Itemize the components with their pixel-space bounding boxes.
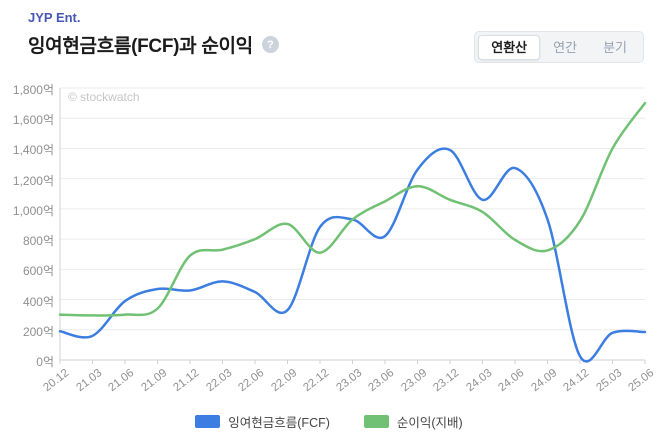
y-axis-tick-label: 800억 [22, 234, 54, 249]
tab-annualized[interactable]: 연환산 [478, 34, 541, 60]
y-axis-tick-label: 200억 [22, 324, 54, 339]
title-row: 잉여현금흐름(FCF)과 순이익 ? [28, 31, 279, 58]
y-axis-tick-label: 1,400억 [12, 143, 54, 158]
y-axis-tick-label: 1,000억 [12, 203, 54, 218]
netincome-legend-label: 순이익(지배) [396, 416, 463, 430]
series-line-netincome [58, 101, 647, 317]
page-title: 잉여현금흐름(FCF)과 순이익 [28, 36, 253, 57]
netincome-legend-swatch [363, 415, 389, 428]
series-line-fcf [58, 147, 647, 363]
help-question-mark-icon[interactable]: ? [261, 36, 279, 53]
legend-item-fcf[interactable]: 잉여현금흐름(FCF) [195, 412, 330, 431]
legend-item-netincome[interactable]: 순이익(지배) [363, 412, 463, 431]
y-axis-tick-label: 1,200억 [12, 173, 54, 188]
tab-quarterly[interactable]: 분기 [603, 39, 627, 55]
fcf-legend-swatch [195, 415, 221, 428]
tab-yearly[interactable]: 연간 [553, 39, 578, 55]
y-axis-tick-label: 400억 [22, 294, 54, 309]
watermark: © stockwatch [68, 90, 140, 104]
y-axis-tick-label: 0억 [36, 355, 54, 369]
y-axis-tick-label: 1,800억 [12, 83, 54, 97]
period-tab-group: 연환산 연간 분기 [474, 31, 644, 63]
y-axis-tick-label: 1,600억 [12, 113, 54, 128]
legend: 잉여현금흐름(FCF) 순이익(지배) [0, 412, 658, 431]
y-axis-tick-label: 600억 [22, 264, 54, 279]
company-name: JYP Ent. [28, 10, 81, 25]
fcf-legend-label: 잉여현금흐름(FCF) [228, 416, 330, 430]
